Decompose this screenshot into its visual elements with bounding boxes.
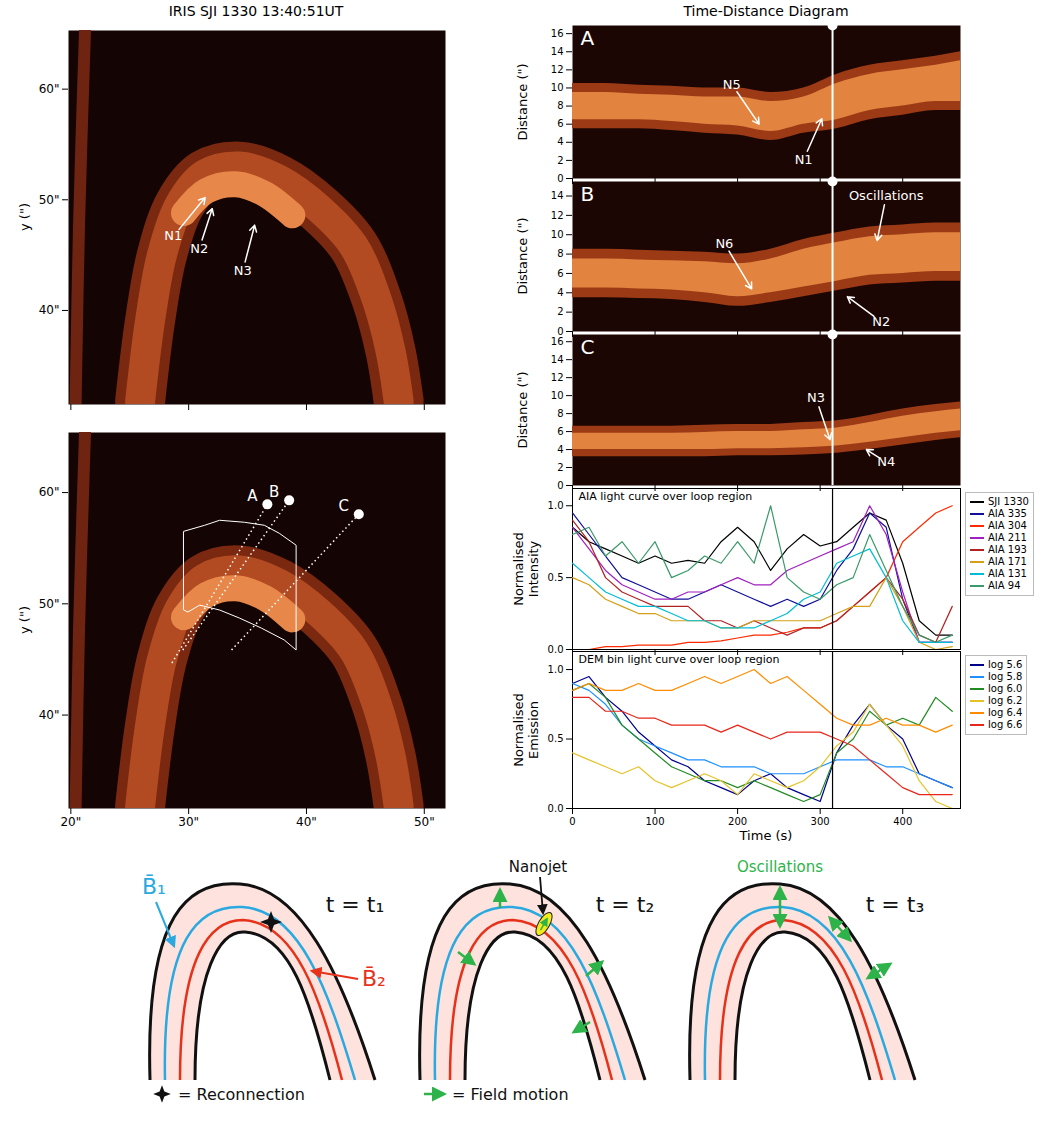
svg-text:12: 12 — [551, 210, 564, 221]
svg-text:0: 0 — [557, 480, 563, 491]
svg-text:20": 20" — [60, 815, 81, 829]
html-text:y ("): y (") — [16, 203, 32, 231]
svg-text:40": 40" — [39, 708, 60, 722]
svg-text:0.0: 0.0 — [548, 803, 564, 814]
svg-text:N6: N6 — [715, 236, 733, 251]
svg-text:N2: N2 — [190, 241, 208, 256]
svg-text:0.0: 0.0 — [548, 644, 564, 655]
svg-text:40": 40" — [39, 303, 60, 317]
html-text:log 6.2: log 6.2 — [988, 695, 1023, 706]
svg-text:= Reconnection: = Reconnection — [178, 1085, 305, 1104]
html-text:Distance ("): Distance (") — [514, 62, 530, 141]
svg-text:4: 4 — [557, 136, 563, 147]
svg-text:B̄₂: B̄₂ — [362, 966, 386, 991]
svg-text:10: 10 — [551, 229, 564, 240]
svg-text:8: 8 — [557, 100, 563, 111]
html-text:AIA 131: AIA 131 — [988, 568, 1027, 579]
svg-text:0: 0 — [569, 816, 575, 827]
html-text:AIA 171: AIA 171 — [988, 556, 1027, 567]
svg-text:12: 12 — [551, 372, 564, 383]
svg-text:1.0: 1.0 — [548, 664, 564, 675]
html-text:Distance ("): Distance (") — [514, 370, 530, 449]
html-text:AIA 94: AIA 94 — [988, 580, 1021, 591]
html-text:IRIS SJI 1330 13:40:51UT: IRIS SJI 1330 13:40:51UT — [168, 3, 344, 19]
svg-text:DEM bin light curve over loop: DEM bin light curve over loop region — [579, 653, 780, 666]
html-text:AIA 304: AIA 304 — [988, 520, 1027, 531]
html-text:Time (s): Time (s) — [739, 828, 793, 843]
html-text:y ("): y (") — [16, 606, 32, 634]
svg-text:0: 0 — [557, 325, 564, 337]
svg-text:B̄₁: B̄₁ — [142, 874, 166, 899]
svg-text:N4: N4 — [877, 454, 895, 469]
svg-text:0: 0 — [557, 173, 563, 184]
svg-text:50": 50" — [414, 815, 435, 829]
html-text:log 6.6: log 6.6 — [988, 719, 1023, 730]
svg-text:8: 8 — [557, 408, 563, 419]
svg-text:1.0: 1.0 — [548, 500, 564, 511]
svg-text:= Field motion: = Field motion — [452, 1085, 569, 1104]
svg-text:60": 60" — [39, 82, 60, 96]
svg-text:10: 10 — [551, 390, 564, 401]
svg-text:8: 8 — [557, 248, 563, 259]
svg-text:60": 60" — [39, 485, 60, 499]
svg-text:40": 40" — [296, 815, 317, 829]
svg-text:N3: N3 — [234, 263, 252, 278]
svg-text:6: 6 — [557, 268, 563, 279]
svg-text:0.5: 0.5 — [548, 733, 564, 744]
svg-text:C: C — [339, 497, 349, 515]
svg-text:A: A — [581, 26, 595, 50]
html-text:Time-Distance Diagram: Time-Distance Diagram — [683, 3, 849, 19]
svg-text:0.5: 0.5 — [548, 572, 564, 583]
html-text:log 5.6: log 5.6 — [988, 659, 1023, 670]
svg-text:4: 4 — [557, 287, 563, 298]
svg-text:400: 400 — [893, 816, 912, 827]
svg-text:300: 300 — [811, 816, 830, 827]
html-text:AIA 335: AIA 335 — [988, 508, 1027, 519]
svg-text:2: 2 — [557, 306, 563, 317]
html-text:log 6.0: log 6.0 — [988, 683, 1023, 694]
svg-text:4: 4 — [557, 444, 563, 455]
svg-text:14: 14 — [551, 190, 564, 201]
svg-text:2: 2 — [557, 155, 563, 166]
svg-text:50": 50" — [39, 193, 60, 207]
svg-text:C: C — [581, 335, 595, 359]
html-text:Distance ("): Distance (") — [514, 217, 530, 295]
svg-text:N5: N5 — [723, 77, 741, 92]
html-text:Normalised Emission: Normalised Emission — [511, 692, 541, 767]
svg-text:Nanojet: Nanojet — [509, 858, 567, 876]
svg-text:200: 200 — [728, 816, 747, 827]
svg-text:50": 50" — [39, 597, 60, 611]
svg-text:N2: N2 — [872, 314, 890, 329]
svg-text:B: B — [581, 182, 595, 206]
svg-text:t = t₃: t = t₃ — [866, 892, 925, 917]
svg-text:16: 16 — [551, 336, 564, 347]
svg-text:30": 30" — [178, 815, 199, 829]
svg-text:10: 10 — [551, 82, 564, 93]
svg-text:Oscillations: Oscillations — [849, 188, 924, 203]
svg-text:16: 16 — [551, 28, 564, 39]
svg-text:Oscillations: Oscillations — [737, 858, 823, 876]
svg-text:t = t₁: t = t₁ — [326, 892, 385, 917]
svg-text:B: B — [269, 483, 279, 501]
svg-text:AIA light curve over loop regi: AIA light curve over loop region — [579, 490, 753, 503]
svg-text:100: 100 — [646, 816, 665, 827]
svg-text:A: A — [247, 487, 258, 505]
svg-text:14: 14 — [551, 46, 564, 57]
svg-text:14: 14 — [551, 354, 564, 365]
svg-text:N1: N1 — [164, 228, 182, 243]
svg-text:12: 12 — [551, 64, 564, 75]
svg-text:6: 6 — [557, 426, 563, 437]
svg-text:t = t₂: t = t₂ — [596, 892, 655, 917]
html-text:AIA 193: AIA 193 — [988, 544, 1027, 555]
html-text:AIA 211: AIA 211 — [988, 532, 1027, 543]
html-text:log 6.4: log 6.4 — [988, 707, 1023, 718]
html-text:Normalised Intensity: Normalised Intensity — [511, 531, 541, 606]
html-text:log 5.8: log 5.8 — [988, 671, 1023, 682]
svg-text:2: 2 — [557, 462, 563, 473]
svg-text:6: 6 — [557, 118, 563, 129]
svg-text:N1: N1 — [795, 152, 813, 167]
svg-text:N3: N3 — [807, 390, 825, 405]
html-text:SJI 1330: SJI 1330 — [988, 496, 1029, 507]
